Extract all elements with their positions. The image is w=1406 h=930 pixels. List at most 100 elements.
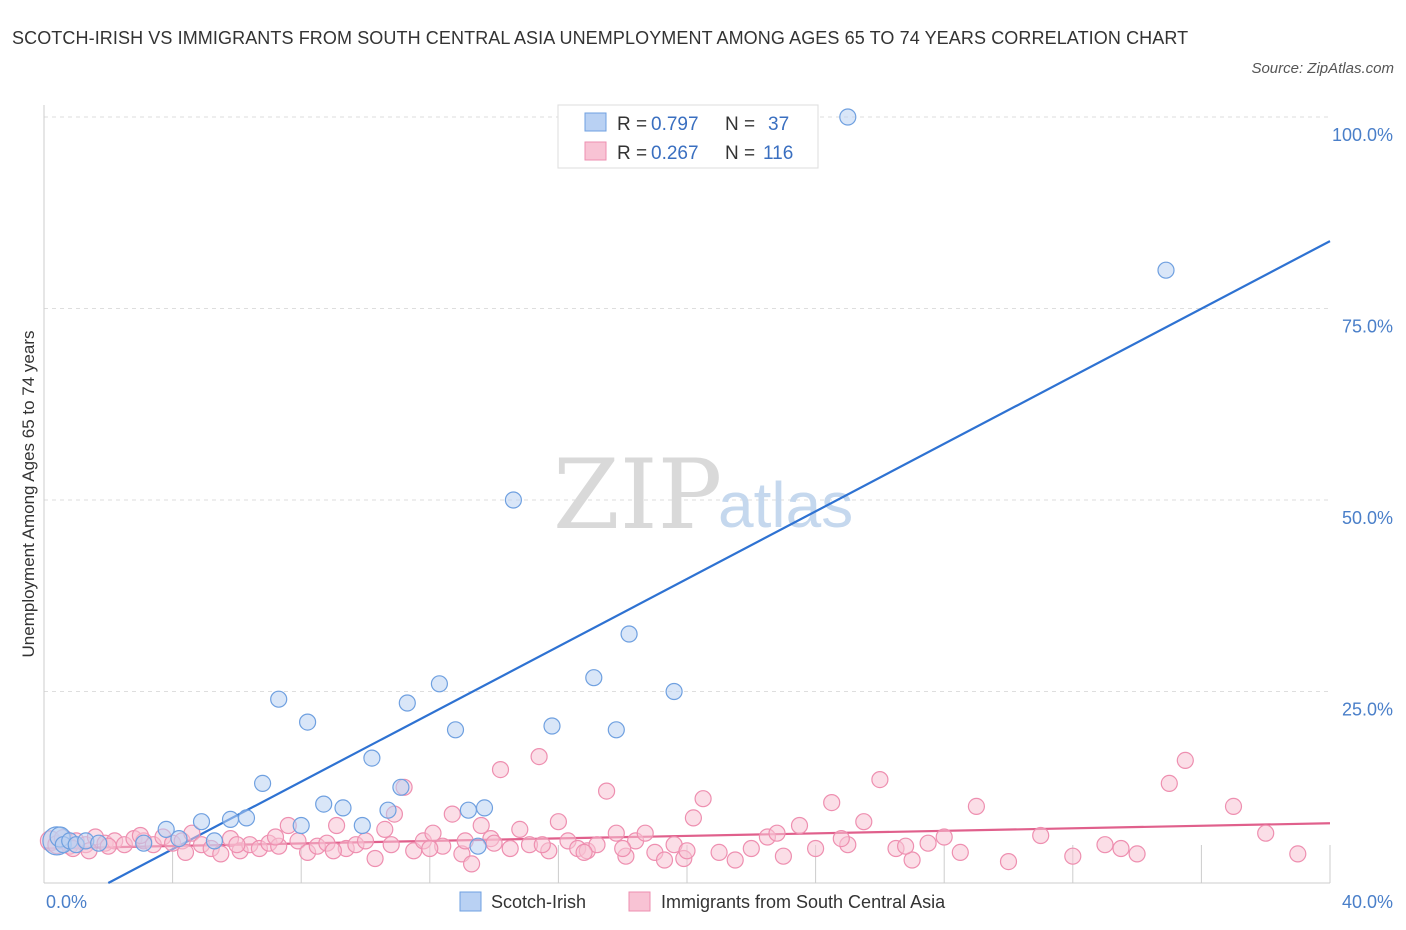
- data-point: [176, 843, 195, 862]
- data-point: [1096, 836, 1114, 854]
- data-point: [315, 795, 333, 813]
- data-point: [328, 816, 346, 835]
- data-point: [768, 824, 786, 842]
- data-point: [1064, 847, 1082, 865]
- source-label: Source: ZipAtlas.com: [1251, 60, 1394, 77]
- legend-n-value-1: 37: [768, 114, 789, 135]
- data-point: [1257, 824, 1275, 842]
- bottom-legend: Scotch-Irish Immigrants from South Centr…: [459, 891, 946, 912]
- data-point: [135, 834, 153, 852]
- data-point: [614, 839, 632, 858]
- data-point: [376, 820, 394, 839]
- data-point: [392, 778, 410, 796]
- data-points: [39, 108, 1307, 873]
- data-point: [421, 839, 439, 858]
- series-0: [42, 108, 1175, 856]
- data-point: [254, 774, 272, 793]
- y-tick-label: 100.0%: [1332, 125, 1393, 145]
- legend-n-value-2: 116: [763, 143, 793, 164]
- gridlines: [44, 116, 1330, 692]
- data-point: [774, 847, 793, 865]
- data-point: [266, 828, 285, 846]
- data-point: [228, 836, 246, 854]
- data-point: [472, 816, 490, 835]
- data-point: [607, 721, 625, 739]
- legend-n-label-1: N =: [725, 114, 755, 135]
- data-point: [430, 675, 448, 693]
- watermark-zip: ZIP: [553, 439, 722, 551]
- legend-r-label-1: R =: [617, 114, 647, 135]
- data-point: [469, 837, 487, 855]
- series-1: [39, 747, 1307, 873]
- data-point: [806, 839, 825, 858]
- data-point: [501, 839, 519, 858]
- data-point: [270, 690, 288, 708]
- x-tick-label-max: 40.0%: [1342, 892, 1393, 912]
- data-point: [665, 682, 683, 701]
- data-point: [463, 855, 481, 873]
- data-point: [205, 832, 223, 850]
- data-point: [967, 797, 986, 816]
- data-point: [1160, 774, 1178, 793]
- y-tick-label: 50.0%: [1342, 508, 1393, 528]
- data-point: [170, 829, 188, 848]
- data-point: [585, 669, 603, 687]
- data-point: [903, 851, 921, 869]
- data-point: [334, 799, 352, 817]
- data-point: [620, 625, 638, 643]
- bottom-legend-label-south-central-asia: Immigrants from South Central Asia: [661, 892, 946, 912]
- x-tick-label-min: 0.0%: [46, 892, 87, 912]
- data-point: [237, 809, 256, 827]
- legend-swatch-south-central-asia: [584, 141, 607, 161]
- data-point: [726, 851, 744, 869]
- data-point: [823, 793, 841, 812]
- data-point: [919, 834, 937, 852]
- data-point: [1224, 797, 1243, 816]
- data-point: [443, 805, 461, 823]
- data-point: [533, 836, 551, 854]
- data-point: [871, 770, 889, 789]
- watermark: ZIP atlas: [553, 439, 853, 551]
- data-point: [655, 851, 674, 869]
- data-point: [951, 843, 969, 862]
- legend-n-label-2: N =: [725, 143, 755, 164]
- data-point: [324, 842, 342, 860]
- data-point: [504, 491, 523, 509]
- data-point: [742, 839, 760, 858]
- legend-r-value-2: 0.267: [651, 143, 699, 164]
- data-point: [530, 747, 548, 766]
- data-point: [398, 694, 416, 712]
- data-point: [543, 717, 561, 735]
- data-point: [90, 834, 108, 852]
- data-point: [855, 813, 873, 831]
- data-point: [694, 790, 712, 808]
- data-point: [1032, 826, 1050, 845]
- trend-line-0: [107, 240, 1331, 884]
- data-point: [588, 836, 606, 854]
- data-point: [1157, 261, 1175, 279]
- data-point: [511, 820, 529, 839]
- data-point: [1176, 751, 1194, 770]
- data-point: [1128, 845, 1146, 863]
- data-point: [353, 816, 371, 835]
- data-point: [636, 824, 654, 842]
- data-point: [192, 813, 211, 831]
- data-point: [459, 801, 477, 819]
- data-point: [832, 829, 850, 848]
- data-point: [292, 816, 310, 835]
- data-point: [379, 801, 397, 819]
- data-point: [710, 843, 728, 862]
- data-point: [935, 828, 953, 846]
- data-point: [485, 834, 503, 852]
- y-axis-label: Unemployment Among Ages 65 to 74 years: [19, 331, 38, 658]
- data-point: [363, 749, 381, 767]
- data-point: [157, 820, 175, 839]
- data-point: [366, 849, 384, 868]
- data-point: [1289, 845, 1307, 863]
- data-point: [1112, 839, 1130, 858]
- legend-swatch-scotch-irish: [584, 112, 607, 132]
- data-point: [491, 760, 510, 779]
- data-point: [356, 832, 375, 850]
- data-point: [678, 842, 696, 860]
